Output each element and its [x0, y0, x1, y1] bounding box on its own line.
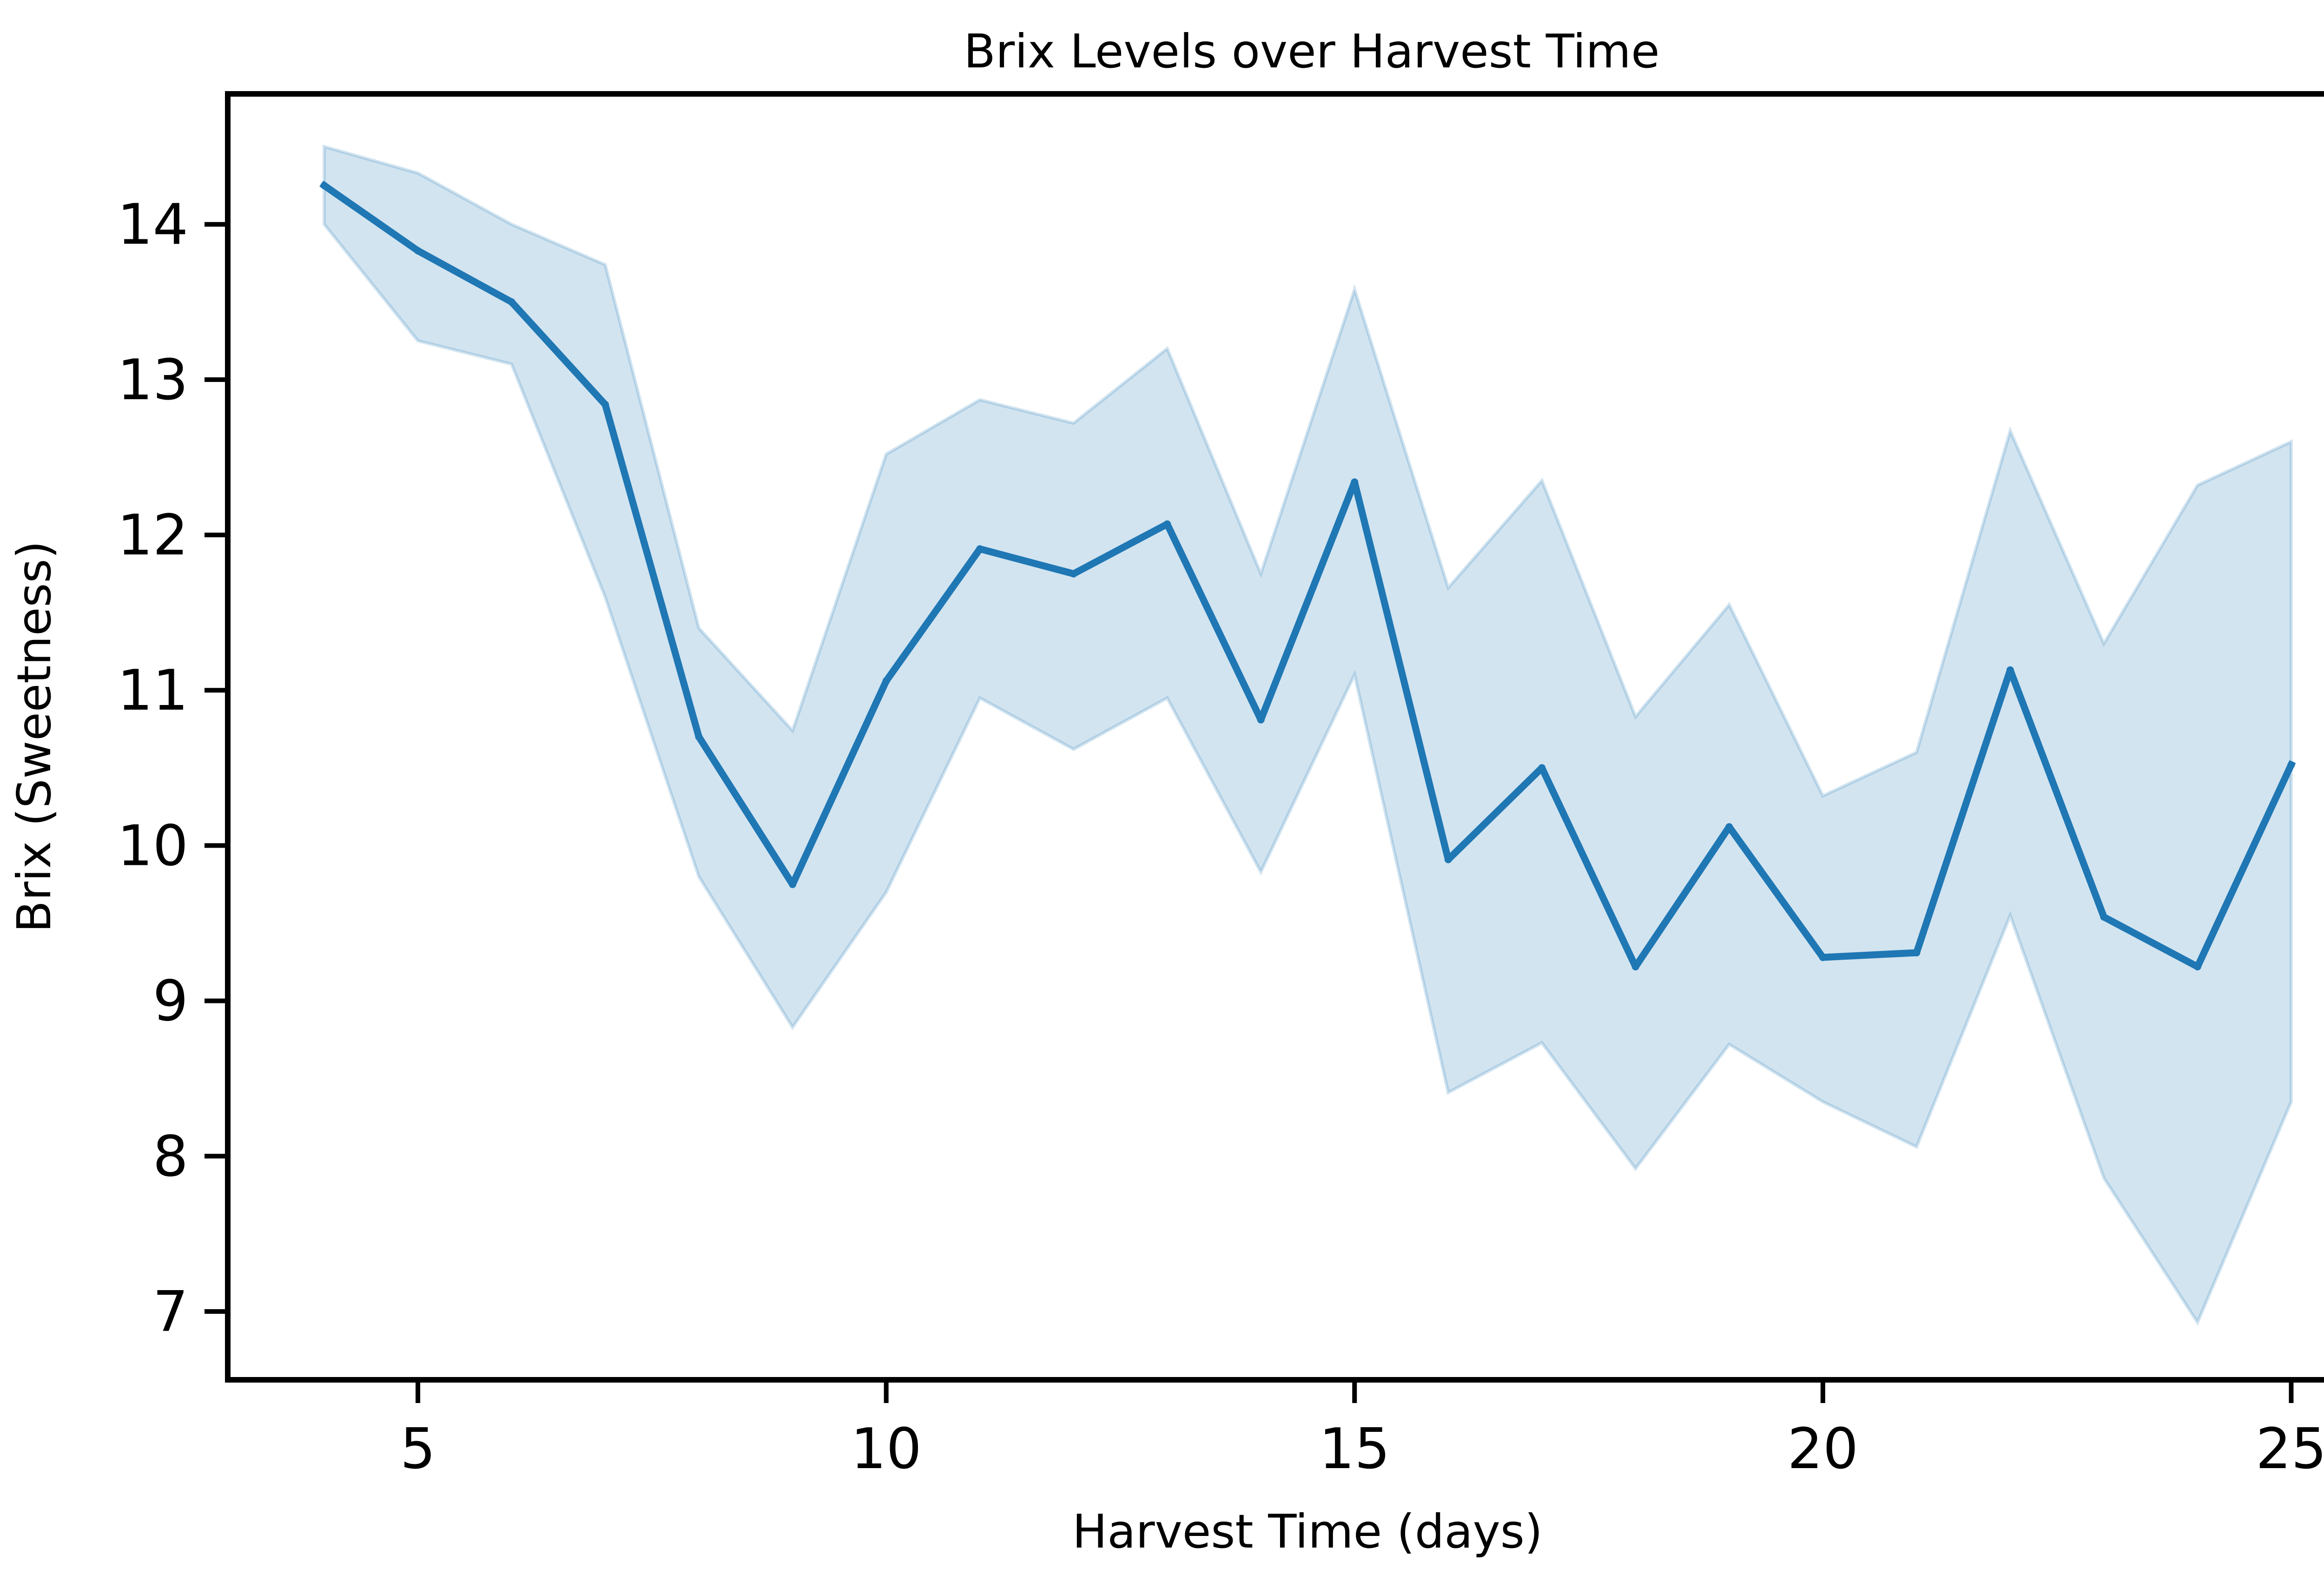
x-tick-label: 10 — [851, 1417, 922, 1482]
data-point — [1819, 954, 1827, 961]
data-point — [695, 733, 703, 741]
y-tick-label: 10 — [117, 814, 188, 878]
x-tick-label: 20 — [1787, 1417, 1858, 1482]
y-tick-label: 8 — [153, 1125, 188, 1189]
x-axis: 5 10 15 20 25 — [400, 1380, 2324, 1482]
axes-frame — [225, 91, 2324, 1383]
x-tick-label: 5 — [400, 1417, 436, 1482]
data-point — [1725, 823, 1733, 831]
data-point — [1913, 949, 1921, 956]
y-tick-label: 11 — [117, 659, 188, 723]
y-axis: 7 8 9 10 11 12 13 14 — [117, 193, 228, 1344]
data-point — [508, 298, 515, 306]
data-point — [882, 677, 890, 685]
data-point — [1163, 520, 1171, 528]
data-point — [2006, 666, 2014, 674]
y-tick-label: 12 — [117, 503, 188, 568]
data-point — [1070, 570, 1077, 578]
series-line — [319, 180, 2296, 970]
data-point — [976, 545, 984, 553]
y-tick-label: 14 — [117, 193, 188, 257]
data-point — [601, 401, 609, 409]
x-tick-label: 25 — [2256, 1417, 2324, 1482]
data-point — [320, 182, 328, 190]
data-point — [2193, 963, 2201, 971]
data-point — [414, 247, 422, 255]
data-point — [789, 881, 797, 888]
x-axis-label: Harvest Time (days) — [1072, 1504, 1543, 1559]
data-point — [1538, 764, 1546, 772]
chart-title: Brix Levels over Harvest Time — [964, 24, 1659, 79]
data-point — [1631, 963, 1639, 971]
data-point — [2100, 913, 2108, 921]
x-tick-label: 15 — [1319, 1417, 1390, 1482]
plot-area — [319, 144, 2296, 1326]
y-axis-label: Brix (Sweetness) — [7, 540, 61, 932]
confidence-band — [323, 144, 2293, 1326]
y-tick-label: 13 — [117, 348, 188, 413]
y-tick-label: 7 — [153, 1280, 188, 1344]
y-tick-label: 9 — [153, 969, 188, 1034]
data-point — [2287, 761, 2295, 769]
data-point — [1444, 856, 1452, 863]
data-point — [1351, 478, 1359, 486]
data-point — [1257, 716, 1265, 724]
